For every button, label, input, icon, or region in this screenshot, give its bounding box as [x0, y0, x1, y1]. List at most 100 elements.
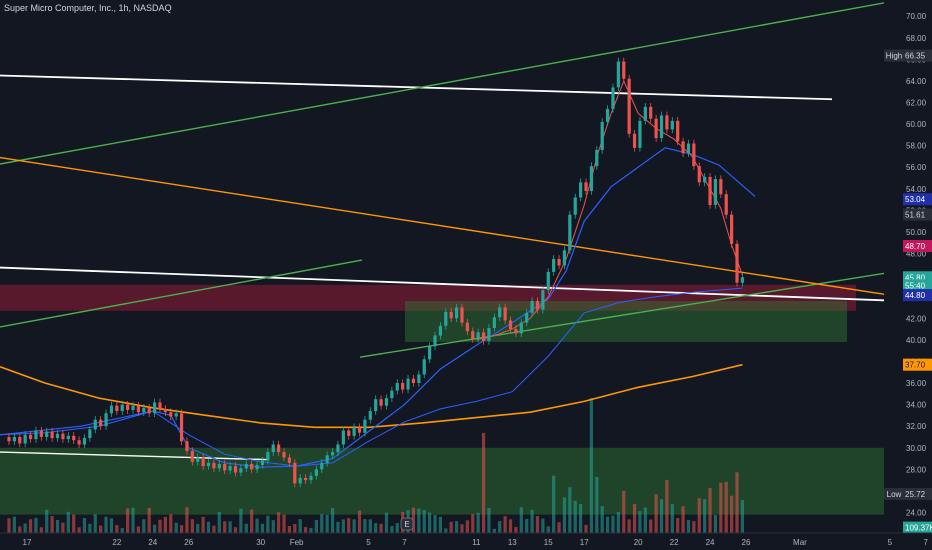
volume-bar	[255, 518, 259, 533]
candle	[277, 440, 281, 456]
volume-bar	[611, 515, 615, 533]
candle-body	[406, 378, 410, 390]
volume-bar	[605, 516, 610, 533]
candle-body	[174, 413, 178, 417]
volume-bar	[190, 519, 194, 533]
candle	[282, 448, 286, 462]
volume-bar	[735, 472, 739, 533]
candle-body	[352, 427, 356, 436]
price-badge: 109.37K	[903, 521, 932, 534]
volume-bar	[422, 510, 426, 533]
volume-bar	[206, 521, 211, 533]
candle	[665, 111, 669, 134]
earnings-marker[interactable]: E	[400, 517, 414, 531]
candle	[686, 139, 691, 157]
price-badge-value: 53.04	[905, 195, 926, 204]
candle-body	[163, 408, 167, 413]
candle-body	[131, 405, 135, 410]
price-tick-label: 64.00	[906, 77, 927, 86]
candle	[336, 440, 340, 456]
volume-bar	[7, 518, 11, 533]
candle-body	[444, 311, 448, 326]
time-tick-label: 30	[256, 538, 265, 547]
volume-bar	[384, 512, 389, 533]
price-tick-label: 40.00	[906, 336, 927, 345]
volume-bar	[444, 528, 448, 533]
price-badge-value: 66.35	[905, 52, 926, 61]
candle-body	[169, 412, 173, 417]
price-tick-label: 62.00	[906, 99, 927, 108]
candle-body	[179, 413, 184, 442]
candle	[557, 255, 561, 270]
volume-bar	[471, 513, 475, 533]
candle	[12, 433, 16, 446]
candle-body	[535, 301, 540, 310]
candle	[309, 472, 313, 484]
candle-body	[627, 78, 631, 134]
candle-body	[508, 320, 513, 330]
volume-bar	[104, 516, 108, 533]
trendlines-layer	[0, 0, 932, 461]
trendline	[0, 259, 363, 328]
volume-bar	[282, 514, 286, 533]
candle	[352, 423, 356, 440]
candle-body	[417, 374, 421, 384]
candle-body	[546, 271, 550, 291]
demand-zone-low	[0, 447, 903, 515]
volume-bar	[627, 519, 631, 533]
price-badge-value: 25.72	[905, 490, 926, 499]
candle-body	[277, 444, 281, 453]
volume-bar	[584, 524, 588, 533]
candle-body	[363, 419, 367, 433]
volume-bar	[147, 507, 151, 533]
candle	[508, 316, 513, 333]
candle-body	[395, 383, 399, 391]
time-tick-label: 17	[580, 538, 589, 547]
candle	[136, 401, 141, 416]
candle	[481, 328, 486, 345]
candle-body	[325, 455, 329, 463]
candle	[476, 328, 480, 343]
volume-bar	[72, 514, 76, 533]
time-tick-label: 24	[148, 538, 157, 547]
volume-bar	[244, 523, 248, 533]
trendline	[0, 451, 269, 461]
candle-body	[233, 466, 238, 473]
price-badge-bg	[903, 358, 932, 371]
volume-bar	[309, 527, 313, 533]
volume-bar	[487, 507, 491, 533]
candle-body	[368, 411, 372, 420]
volume-bar	[330, 507, 335, 533]
volume-bar	[93, 514, 97, 533]
price-badge-value: 48.70	[905, 242, 926, 251]
trendline	[0, 74, 833, 101]
candle-body	[314, 469, 318, 476]
candle	[174, 409, 178, 421]
candle	[23, 431, 27, 448]
volume-bar	[535, 516, 540, 533]
time-axis[interactable]	[0, 533, 932, 550]
candle	[519, 318, 523, 338]
candle	[233, 462, 238, 477]
candle-body	[692, 143, 696, 167]
volume-bar	[136, 526, 141, 533]
chart-title: Super Micro Computer, Inc., 1h, NASDAQ	[4, 3, 172, 13]
price-badge-label-bg	[884, 487, 904, 500]
candle-body	[384, 398, 389, 406]
candle	[589, 162, 594, 195]
price-axis[interactable]	[884, 0, 932, 533]
volume-bar	[298, 519, 302, 533]
candle	[422, 355, 426, 379]
candle-body	[50, 431, 54, 439]
volume-bar	[557, 522, 561, 533]
volume-bar	[357, 510, 362, 533]
candle-body	[196, 457, 200, 462]
candle	[217, 460, 221, 473]
time-axis-ticks: 1722242630Feb571113151720222426Mar579111…	[23, 538, 929, 547]
candle	[88, 425, 92, 442]
candle	[552, 255, 556, 276]
candle-body	[481, 332, 486, 341]
candle	[347, 426, 351, 440]
